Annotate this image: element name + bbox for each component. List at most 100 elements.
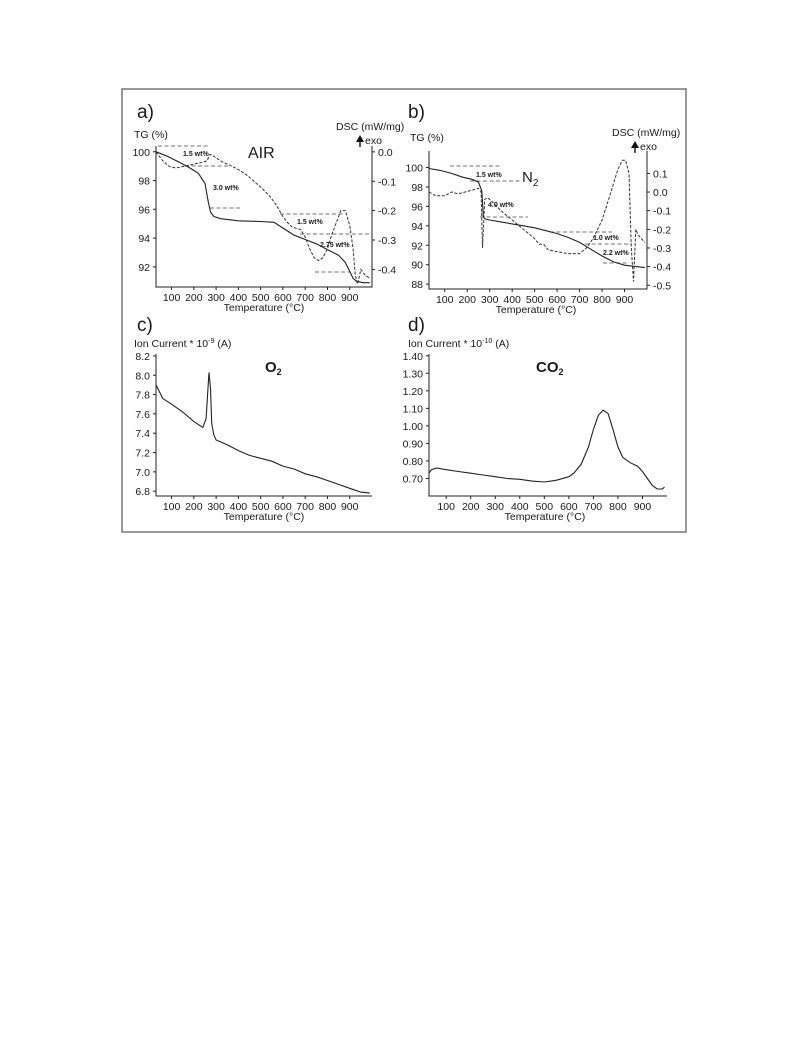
panel-b-y2label: DSC (mW/mg) [612, 127, 680, 139]
panel-b-y-ticks: 100 98 96 94 92 90 88 [405, 163, 429, 291]
panel-c-x-ticks: 100 200 300 400 500 600 700 800 900 [163, 496, 359, 513]
panel-c-axes [155, 354, 372, 497]
panel-c-o2-curve [155, 372, 370, 494]
panel-b-dsc-curve [428, 159, 646, 282]
x-tick-label: 200 [185, 501, 203, 513]
x-tick-label: 400 [230, 501, 248, 513]
panel-a-x-ticks: 100 200 300 400 500 600 700 800 900 [163, 287, 359, 304]
x-tick-label: 500 [252, 501, 270, 513]
y-tick-label: 98 [411, 182, 423, 194]
y2-tick-label: -0.2 [653, 224, 671, 236]
y-tick-label: 90 [411, 260, 423, 272]
y-tick-label: 1.00 [403, 421, 424, 433]
x-tick-label: 900 [616, 294, 634, 306]
panel-b-exo-label: exo [640, 141, 657, 153]
y-tick-label: 1.20 [403, 386, 424, 398]
y2-tick-label: 0.0 [653, 187, 668, 199]
panel-a-title: AIR [248, 145, 275, 162]
x-tick-label: 700 [571, 294, 589, 306]
y-tick-label: 88 [411, 279, 423, 291]
panel-c: c) Ion Current * 10-9 (A) O2 100 200 300 400… [134, 315, 372, 523]
x-tick-label: 800 [609, 501, 627, 513]
y-tick-label: 1.40 [403, 351, 424, 363]
panel-b-y2-ticks: 0.1 0.0 -0.1 -0.2 -0.3 -0.4 -0.5 [647, 168, 671, 292]
panel-b-xlabel: Temperature (°C) [496, 304, 577, 316]
x-tick-label: 400 [503, 294, 521, 306]
panel-d-title-sub: 2 [559, 367, 564, 377]
x-tick-label: 900 [634, 501, 652, 513]
x-tick-label: 300 [486, 501, 504, 513]
panel-c-ylabel-main: Ion Current * 10 [134, 338, 208, 350]
panel-a-annotation-2: 3.0 wt% [213, 185, 239, 192]
panel-b-guides [450, 165, 632, 264]
y2-tick-label: -0.5 [653, 280, 671, 292]
x-tick-label: 900 [341, 292, 359, 304]
panel-a-annotation-1: 1.5 wt% [183, 151, 209, 158]
panel-d-ylabel-sup: -10 [482, 338, 492, 345]
x-tick-label: 600 [560, 501, 578, 513]
panel-a-exo-arrow-icon [356, 135, 364, 142]
panel-d-xlabel: Temperature (°C) [505, 511, 586, 523]
y-tick-label: 98 [138, 176, 150, 188]
x-tick-label: 500 [252, 292, 270, 304]
figure-frame [121, 88, 687, 533]
panel-b-annotation-1: 1.5 wt% [476, 172, 502, 179]
x-tick-label: 300 [207, 501, 225, 513]
panel-d-x-ticks: 100 200 300 400 500 600 700 800 900 [437, 496, 651, 513]
panel-d-axes [428, 354, 667, 497]
panel-a-annotation-3: 1.5 wt% [297, 219, 323, 226]
panel-d-title-main: CO [536, 359, 559, 376]
panel-c-xlabel: Temperature (°C) [224, 511, 305, 523]
panel-b-title-main: N [522, 169, 533, 186]
y-tick-label: 7.0 [135, 467, 150, 479]
y-tick-label: 100 [132, 147, 150, 159]
y-tick-label: 7.8 [135, 390, 150, 402]
panel-b: b) N2 TG (%) DSC (mW/mg) exo 100 200 300 40… [405, 102, 680, 316]
y2-tick-label: -0.4 [378, 264, 396, 276]
panel-a-ylabel: TG (%) [134, 129, 168, 141]
y-tick-label: 96 [411, 201, 423, 213]
panel-d-ylabel: Ion Current * 10-10 (A) [408, 338, 509, 350]
panel-c-ylabel-sup: -9 [208, 338, 214, 345]
panel-b-title: N2 [522, 169, 539, 189]
panel-c-y-ticks: 8.2 8.0 7.8 7.6 7.4 7.2 7.0 6.8 [135, 351, 156, 498]
y-tick-label: 8.2 [135, 351, 150, 363]
panel-b-axes [428, 151, 648, 290]
x-tick-label: 300 [481, 294, 499, 306]
x-tick-label: 700 [296, 292, 314, 304]
x-tick-label: 300 [207, 292, 225, 304]
y2-tick-label: 0.0 [378, 147, 393, 159]
panel-b-tg-curve [428, 167, 645, 269]
y2-tick-label: -0.1 [653, 206, 671, 218]
panel-a-label: a) [137, 102, 154, 123]
y-tick-label: 8.0 [135, 370, 150, 382]
panel-b-label: b) [408, 102, 425, 123]
panel-c-title-main: O [265, 359, 277, 376]
y2-tick-label: -0.1 [378, 176, 396, 188]
panel-c-ylabel: Ion Current * 10-9 (A) [134, 338, 231, 350]
y2-tick-label: -0.4 [653, 262, 671, 274]
y-tick-label: 96 [138, 204, 150, 216]
x-tick-label: 800 [319, 292, 337, 304]
panel-b-x-ticks: 100 200 300 400 500 600 700 800 900 [436, 289, 633, 306]
y-tick-label: 7.4 [135, 428, 150, 440]
panel-d-ylabel-main: Ion Current * 10 [408, 338, 482, 350]
y2-tick-label: 0.1 [653, 168, 668, 180]
panel-a-dsc-curve [155, 151, 371, 285]
x-tick-label: 600 [274, 292, 292, 304]
x-tick-label: 600 [274, 501, 292, 513]
x-tick-label: 900 [341, 501, 359, 513]
x-tick-label: 400 [511, 501, 529, 513]
panel-a-xlabel: Temperature (°C) [224, 302, 305, 314]
panel-a-y2-ticks: 0.0 -0.1 -0.2 -0.3 -0.4 [372, 147, 396, 276]
panel-c-ylabel-unit: (A) [217, 338, 231, 350]
panel-b-exo-arrow-icon [631, 141, 639, 148]
x-tick-label: 500 [536, 501, 554, 513]
y2-tick-label: -0.2 [378, 206, 396, 218]
x-tick-label: 700 [585, 501, 603, 513]
x-tick-label: 100 [436, 294, 454, 306]
panel-d-y-ticks: 1.40 1.30 1.20 1.10 1.00 0.90 0.80 0.70 [403, 351, 429, 485]
panel-b-annotation-2: 4.0 wt% [488, 202, 514, 209]
